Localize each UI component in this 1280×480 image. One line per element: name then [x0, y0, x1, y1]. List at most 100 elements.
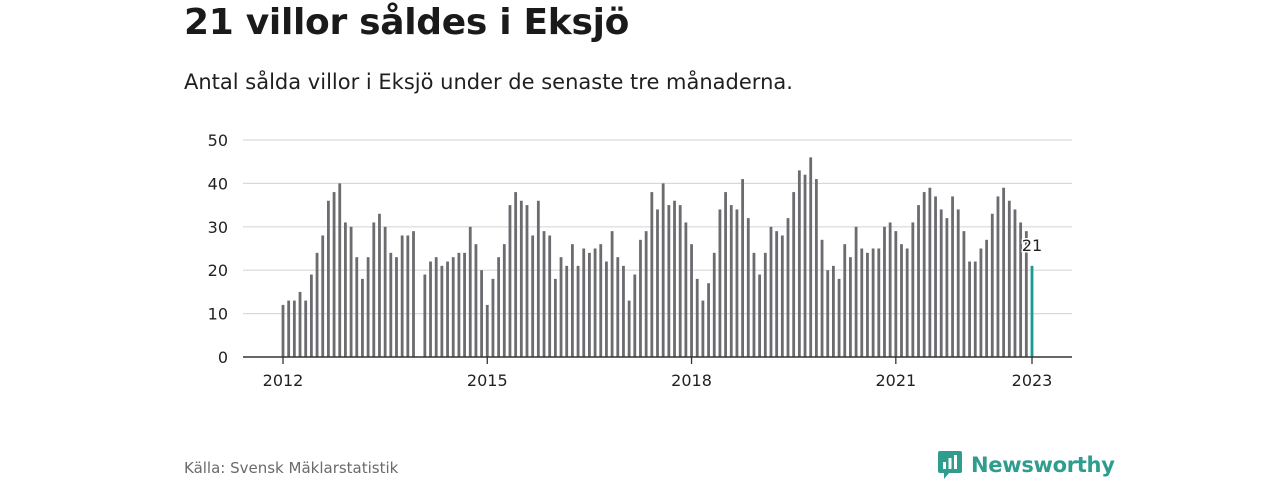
bar	[797, 170, 801, 357]
bar	[372, 222, 376, 357]
bar	[667, 205, 671, 357]
bar	[468, 226, 472, 357]
bar	[990, 213, 994, 357]
bar	[883, 226, 886, 357]
bar	[769, 226, 773, 357]
bar	[457, 252, 461, 357]
bar	[304, 300, 308, 357]
brand-name: Newsworthy	[971, 453, 1115, 477]
bar	[622, 265, 625, 357]
bar	[298, 291, 302, 357]
x-tick-label: 2018	[671, 371, 712, 390]
chart-subtitle: Antal sålda villor i Eksjö under de sena…	[184, 70, 793, 94]
bar	[338, 183, 342, 357]
bar	[780, 235, 784, 357]
bar	[599, 244, 603, 357]
bar	[344, 222, 347, 357]
bar	[1019, 222, 1023, 357]
bar	[718, 209, 722, 357]
bar	[434, 257, 438, 357]
bar	[837, 278, 841, 357]
bar	[678, 205, 682, 357]
bar	[429, 261, 432, 357]
bar	[690, 244, 693, 357]
bar	[502, 244, 506, 357]
x-axis-labels: 2012 2015 2018 2021 2023	[263, 371, 1053, 390]
bar	[531, 235, 535, 357]
bars	[281, 157, 1034, 357]
bar	[542, 231, 546, 357]
y-tick-label: 10	[208, 305, 228, 324]
bar	[905, 248, 909, 357]
bar	[326, 200, 330, 357]
x-tick-label: 2012	[263, 371, 304, 390]
bar	[627, 300, 631, 357]
bar	[956, 209, 960, 357]
bar-latest	[1030, 265, 1034, 357]
y-axis-labels: 0 10 20 30 40 50	[208, 131, 228, 367]
bar	[565, 265, 569, 357]
bar	[945, 218, 949, 357]
chart-title: 21 villor såldes i Eksjö	[184, 2, 630, 43]
bar	[395, 257, 398, 357]
bar	[559, 257, 563, 357]
bar	[536, 200, 540, 357]
bar	[985, 239, 989, 357]
x-tick-label: 2015	[467, 371, 508, 390]
bar	[281, 304, 285, 357]
bar	[639, 239, 642, 357]
source-note: Källa: Svensk Mäklarstatistik	[184, 459, 399, 477]
y-tick-label: 50	[208, 131, 228, 150]
bar	[593, 248, 597, 357]
bar	[519, 200, 523, 357]
bar	[355, 257, 359, 357]
bar	[741, 179, 745, 357]
bar	[871, 248, 875, 357]
bar	[894, 231, 898, 357]
bar	[809, 157, 813, 357]
bar	[605, 261, 608, 357]
bar	[1007, 200, 1011, 357]
x-axis-ticks	[282, 357, 1033, 364]
bar	[588, 252, 591, 357]
bar	[996, 196, 1000, 357]
bar	[962, 231, 966, 357]
bar	[315, 252, 319, 357]
bar	[446, 261, 449, 357]
bar	[701, 300, 705, 357]
bar	[474, 244, 478, 357]
bar	[423, 274, 427, 357]
bar	[854, 226, 858, 357]
newsworthy-logo-icon	[938, 451, 962, 479]
bar	[712, 252, 716, 357]
bar	[934, 196, 937, 357]
bar	[860, 248, 864, 357]
bar	[508, 205, 512, 357]
bar-chart: 0 10 20 30 40 50 2012 2015 2018 2021 2023 21	[208, 131, 1072, 390]
bar	[814, 179, 818, 357]
bar	[582, 248, 586, 357]
latest-value-label: 21	[1022, 236, 1042, 255]
bar	[548, 235, 552, 357]
bar	[684, 222, 688, 357]
bar	[724, 192, 727, 357]
bar	[480, 270, 483, 357]
bar	[746, 218, 750, 357]
bar	[633, 274, 637, 357]
y-tick-label: 0	[218, 348, 228, 367]
bar	[707, 283, 710, 357]
bar	[366, 257, 370, 357]
bar	[792, 192, 796, 357]
bar	[292, 300, 296, 357]
y-tick-label: 20	[208, 261, 228, 280]
bar	[383, 226, 387, 357]
bar	[877, 248, 881, 357]
bar	[309, 274, 313, 357]
bar	[973, 261, 977, 357]
bar	[650, 192, 654, 357]
bar	[803, 174, 807, 357]
bar	[610, 231, 614, 357]
bar	[775, 231, 779, 357]
bar	[332, 192, 336, 357]
bar	[911, 222, 915, 357]
